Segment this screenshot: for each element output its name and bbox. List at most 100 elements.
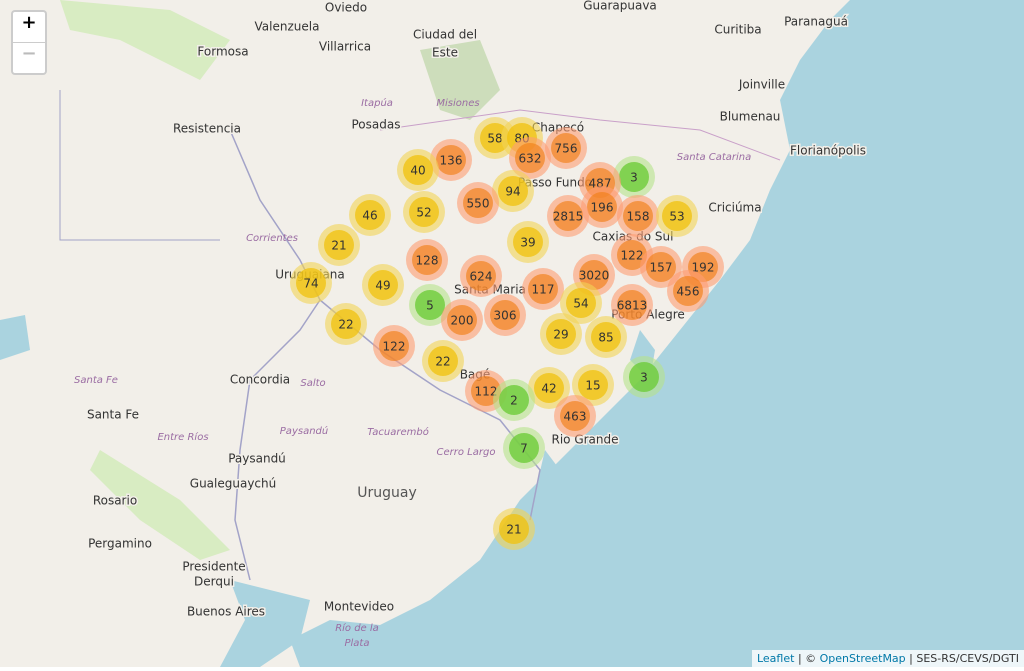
cluster-marker[interactable]: 39 [507, 221, 549, 263]
region-label: Itapúa [361, 97, 393, 109]
cluster-marker[interactable]: 22 [325, 303, 367, 345]
cluster-marker[interactable]: 6813 [611, 284, 653, 326]
cluster-core [551, 133, 581, 163]
cluster-count: 624 [470, 270, 493, 284]
region-label: Paysandú [280, 425, 328, 437]
zoom-control: + − [11, 10, 47, 75]
region-label: Plata [345, 638, 370, 649]
cluster-core [579, 260, 609, 290]
cluster-marker[interactable]: 85 [585, 316, 627, 358]
region-label: Salto [300, 378, 325, 389]
cluster-core [409, 197, 439, 227]
cluster-marker[interactable]: 632 [509, 137, 551, 179]
cluster-marker[interactable]: 54 [560, 282, 602, 324]
source: | SES-RS/CEVS/DGTI [909, 652, 1019, 665]
cluster-marker[interactable]: 122 [373, 325, 415, 367]
cluster-marker[interactable]: 7 [503, 427, 545, 469]
cluster-count: 40 [410, 164, 425, 178]
cluster-marker[interactable]: 136 [430, 139, 472, 181]
cluster-marker[interactable]: 5 [409, 284, 451, 326]
place-label: Posadas [352, 118, 401, 132]
cluster-core [591, 322, 621, 352]
cluster-core [617, 240, 647, 270]
country-label: Uruguay [357, 485, 417, 501]
cluster-core [412, 245, 442, 275]
cluster-marker[interactable]: 15 [572, 364, 614, 406]
cluster-marker[interactable]: 21 [493, 508, 535, 550]
cluster-count: 463 [564, 410, 587, 424]
cluster-marker[interactable]: 52 [403, 191, 445, 233]
region-label: Corrientes [246, 233, 298, 244]
cluster-core [578, 370, 608, 400]
cluster-count: 21 [331, 239, 346, 253]
cluster-marker[interactable]: 624 [460, 255, 502, 297]
cluster-core [499, 514, 529, 544]
region-label: Entre Ríos [157, 431, 208, 443]
place-label: Joinville [738, 78, 785, 92]
cluster-count: 53 [669, 210, 684, 224]
cluster-marker[interactable]: 756 [545, 127, 587, 169]
cluster-core [324, 230, 354, 260]
place-label: Oviedo [325, 1, 367, 15]
cluster-marker[interactable]: 456 [667, 270, 709, 312]
cluster-core [498, 176, 528, 206]
cluster-count: 54 [573, 297, 588, 311]
cluster-marker[interactable]: 3 [623, 356, 665, 398]
cluster-core [499, 385, 529, 415]
cluster-marker[interactable]: 2 [493, 379, 535, 421]
region-label: Tacuarembó [367, 426, 429, 438]
cluster-marker[interactable]: 2815 [547, 195, 589, 237]
cluster-count: 158 [627, 210, 650, 224]
cluster-core [331, 309, 361, 339]
cluster-marker[interactable]: 196 [581, 186, 623, 228]
cluster-core [617, 290, 647, 320]
cluster-core [673, 276, 703, 306]
cluster-marker[interactable]: 42 [528, 367, 570, 409]
cluster-marker[interactable]: 200 [441, 299, 483, 341]
cluster-marker[interactable]: 463 [554, 395, 596, 437]
cluster-marker[interactable]: 29 [540, 313, 582, 355]
place-label: Buenos Aires [187, 605, 265, 619]
cluster-marker[interactable]: 94 [492, 170, 534, 212]
place-label: Montevideo [324, 600, 394, 614]
cluster-marker[interactable]: 157 [640, 246, 682, 288]
cluster-marker[interactable]: 128 [406, 239, 448, 281]
cluster-marker[interactable]: 74 [290, 262, 332, 304]
cluster-marker[interactable]: 53 [656, 195, 698, 237]
cluster-marker[interactable]: 46 [349, 194, 391, 236]
place-label: Presidente [182, 560, 245, 574]
cluster-count: 3 [640, 371, 648, 385]
zoom-in[interactable]: + [21, 12, 37, 33]
cluster-marker[interactable]: 550 [457, 182, 499, 224]
cluster-core [415, 290, 445, 320]
cluster-count: 122 [621, 249, 644, 263]
cluster-core [447, 305, 477, 335]
cluster-marker[interactable]: 40 [397, 149, 439, 191]
cluster-core [619, 162, 649, 192]
cluster-count: 22 [435, 355, 450, 369]
cluster-core [515, 143, 545, 173]
cluster-count: 2815 [553, 210, 584, 224]
cluster-count: 196 [591, 201, 614, 215]
zoom-out[interactable]: − [13, 42, 45, 73]
region-label: Santa Fe [74, 375, 118, 386]
cluster-count: 22 [338, 318, 353, 332]
cluster-marker[interactable]: 21 [318, 224, 360, 266]
cluster-marker[interactable]: 117 [522, 268, 564, 310]
place-label: Concordia [230, 373, 290, 387]
cluster-core [403, 155, 433, 185]
osm-link[interactable]: OpenStreetMap [819, 652, 906, 665]
cluster-count: 5 [426, 299, 434, 313]
leaflet-link[interactable]: Leaflet [756, 652, 795, 665]
cluster-count: 46 [362, 209, 377, 223]
cluster-marker[interactable]: 22 [422, 340, 464, 382]
cluster-core [534, 373, 564, 403]
place-label: Guarapuava [583, 0, 657, 13]
place-label: Este [432, 46, 458, 60]
cluster-marker[interactable]: 306 [484, 294, 526, 336]
cluster-marker[interactable]: 49 [362, 264, 404, 306]
cluster-marker[interactable]: 158 [617, 195, 659, 237]
place-label: Blumenau [720, 110, 781, 124]
cluster-marker[interactable]: 3 [613, 156, 655, 198]
